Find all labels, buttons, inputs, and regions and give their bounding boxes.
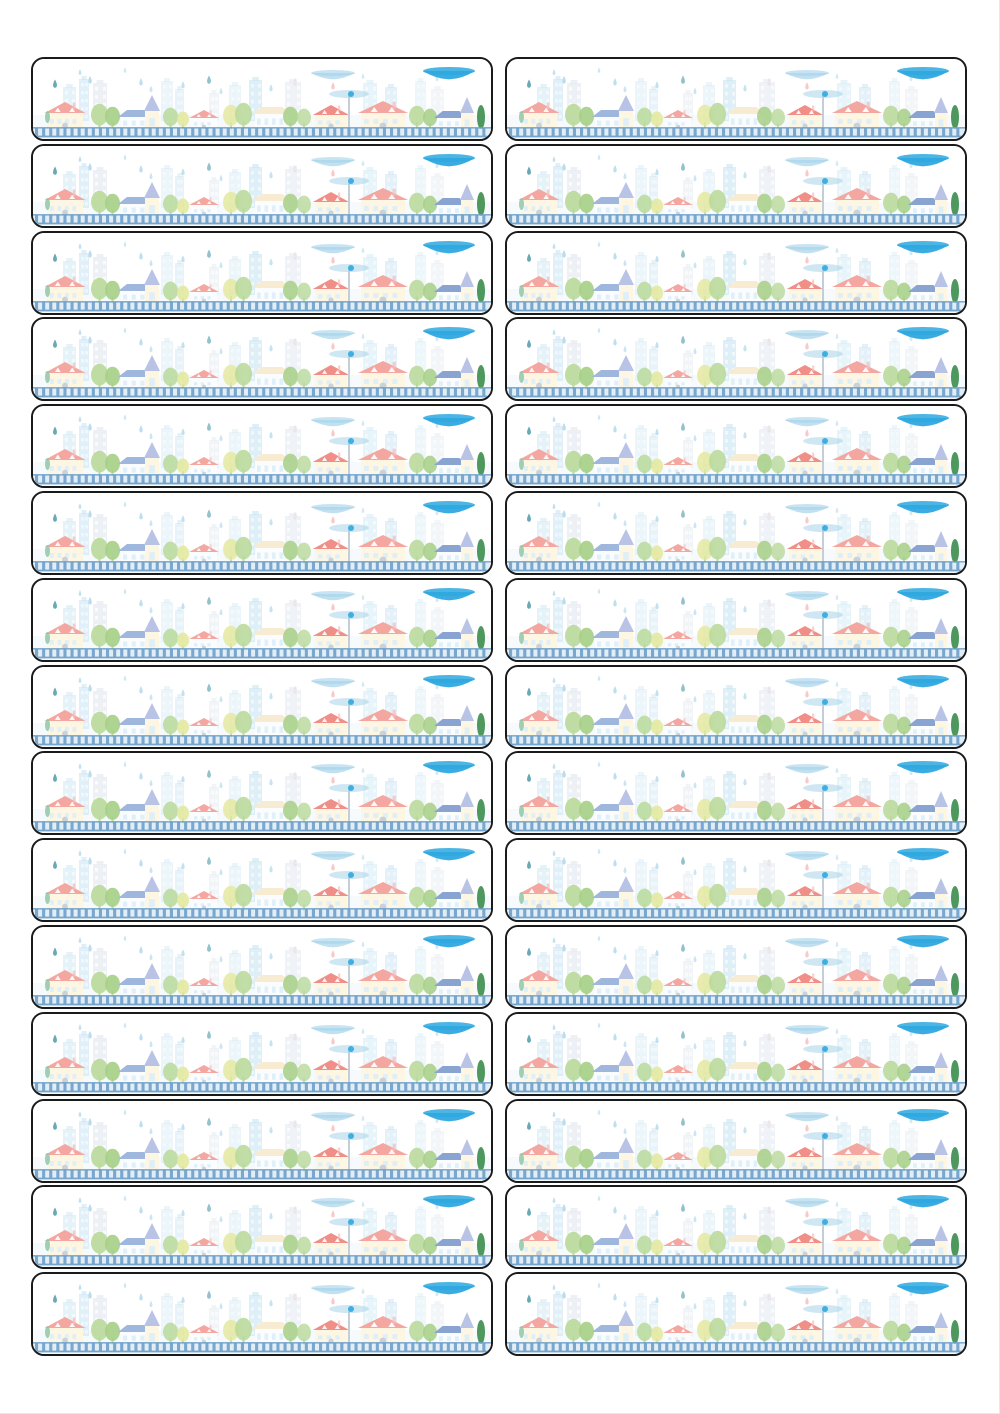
label-strip[interactable] — [31, 751, 493, 836]
label-strip[interactable] — [505, 838, 967, 923]
town-scene-artwork — [33, 579, 491, 660]
town-scene-artwork — [33, 319, 491, 400]
town-scene-artwork — [507, 1100, 965, 1181]
label-strip[interactable] — [31, 230, 493, 315]
town-scene-artwork — [507, 319, 965, 400]
label-strip[interactable] — [505, 404, 967, 489]
label-strip[interactable] — [31, 838, 493, 923]
label-strip[interactable] — [505, 751, 967, 836]
label-strip[interactable] — [505, 491, 967, 575]
town-scene-artwork — [33, 1187, 491, 1268]
label-strip[interactable] — [505, 577, 967, 662]
town-scene-artwork — [33, 1013, 491, 1094]
town-scene-artwork — [33, 406, 491, 487]
town-scene-artwork — [507, 1187, 965, 1268]
label-strip[interactable] — [505, 230, 967, 315]
label-sheet-grid — [31, 57, 971, 1357]
town-scene-artwork — [507, 579, 965, 660]
label-strip[interactable] — [505, 1098, 967, 1183]
label-strip[interactable] — [505, 1185, 967, 1270]
town-scene-artwork — [507, 840, 965, 921]
label-strip[interactable] — [31, 404, 493, 489]
town-scene-artwork — [507, 493, 965, 573]
town-scene-artwork — [507, 59, 965, 139]
label-strip[interactable] — [31, 1185, 493, 1270]
town-scene-artwork — [507, 1274, 965, 1355]
label-strip[interactable] — [31, 925, 493, 1009]
label-strip[interactable] — [31, 664, 493, 749]
label-strip[interactable] — [505, 664, 967, 749]
town-scene-artwork — [507, 145, 965, 226]
town-scene-artwork — [33, 840, 491, 921]
label-strip[interactable] — [505, 925, 967, 1009]
label-strip[interactable] — [31, 143, 493, 228]
town-scene-artwork — [33, 145, 491, 226]
town-scene-artwork — [33, 666, 491, 747]
label-strip[interactable] — [31, 57, 493, 141]
label-strip[interactable] — [31, 317, 493, 402]
town-scene-artwork — [507, 927, 965, 1007]
label-strip[interactable] — [505, 1272, 967, 1357]
label-strip[interactable] — [31, 1011, 493, 1096]
town-scene-artwork — [33, 1100, 491, 1181]
town-scene-artwork — [507, 406, 965, 487]
label-strip[interactable] — [505, 1011, 967, 1096]
label-strip[interactable] — [31, 577, 493, 662]
town-scene-artwork — [507, 666, 965, 747]
town-scene-artwork — [33, 232, 491, 313]
town-scene-artwork — [33, 753, 491, 834]
label-strip[interactable] — [31, 491, 493, 575]
label-strip[interactable] — [505, 57, 967, 141]
town-scene-artwork — [33, 59, 491, 139]
label-strip[interactable] — [31, 1098, 493, 1183]
town-scene-artwork — [507, 753, 965, 834]
town-scene-artwork — [33, 927, 491, 1007]
town-scene-artwork — [33, 493, 491, 573]
label-strip[interactable] — [505, 143, 967, 228]
label-strip[interactable] — [505, 317, 967, 402]
town-scene-artwork — [507, 1013, 965, 1094]
town-scene-artwork — [507, 232, 965, 313]
label-strip[interactable] — [31, 1272, 493, 1357]
town-scene-artwork — [33, 1274, 491, 1355]
